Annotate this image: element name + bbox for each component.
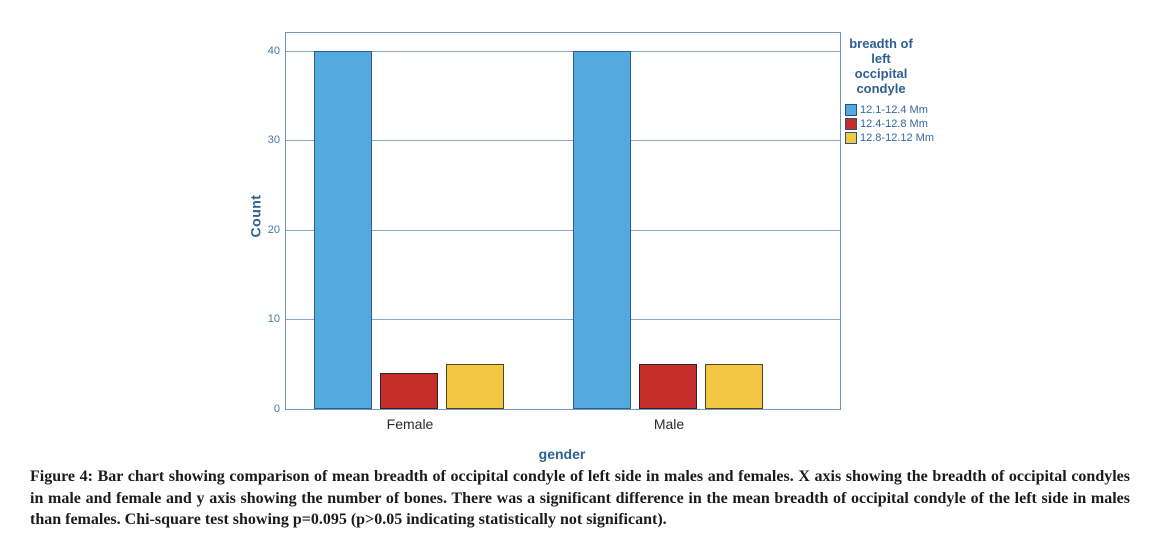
x-category-label-female: Female bbox=[386, 416, 434, 432]
bar-chart: Count 0 10 20 30 40 gender breadth of left o… bbox=[247, 32, 1025, 462]
legend-swatch-icon bbox=[845, 104, 857, 116]
legend-title: breadth of left occipital condyle bbox=[849, 36, 913, 96]
gridline-40 bbox=[286, 50, 840, 52]
legend-item-label: 12.4-12.8 Mm bbox=[860, 118, 928, 130]
gridline-10 bbox=[286, 319, 840, 321]
bar-female-series-1 bbox=[380, 373, 438, 409]
legend-swatch-icon bbox=[845, 118, 857, 130]
y-tick-label-40: 40 bbox=[267, 44, 280, 57]
y-tick-label-0: 0 bbox=[273, 403, 280, 415]
bar-male-series-0 bbox=[573, 50, 631, 409]
y-tick-label-20: 20 bbox=[267, 223, 280, 236]
bar-female-series-2 bbox=[446, 364, 504, 409]
legend-swatch-icon bbox=[845, 132, 857, 144]
y-tick-label-30: 30 bbox=[267, 134, 280, 147]
gridline-30 bbox=[286, 140, 840, 142]
legend-item-1: 12.4-12.8 Mm bbox=[845, 118, 1025, 130]
plot-area: 0 10 20 30 40 bbox=[268, 32, 841, 415]
bar-male-series-1 bbox=[639, 364, 697, 409]
legend-item-label: 12.8-12.12 Mm bbox=[860, 132, 934, 144]
legend-item-0: 12.1-12.4 Mm bbox=[845, 104, 1025, 116]
legend: breadth of left occipital condyle 12.1-1… bbox=[845, 36, 1025, 146]
x-category-label-male: Male bbox=[653, 416, 685, 432]
y-tick-label-10: 10 bbox=[267, 313, 280, 326]
legend-item-2: 12.8-12.12 Mm bbox=[845, 132, 1025, 144]
bar-male-series-2 bbox=[705, 364, 763, 409]
legend-item-label: 12.1-12.4 Mm bbox=[860, 104, 928, 116]
x-axis-label: gender bbox=[538, 446, 586, 462]
legend-items: 12.1-12.4 Mm 12.4-12.8 Mm 12.8-12.12 Mm bbox=[845, 104, 1025, 144]
figure-caption: Figure 4: Bar chart showing comparison o… bbox=[30, 468, 1130, 528]
bar-female-series-0 bbox=[314, 50, 372, 409]
gridline-20 bbox=[286, 229, 840, 231]
